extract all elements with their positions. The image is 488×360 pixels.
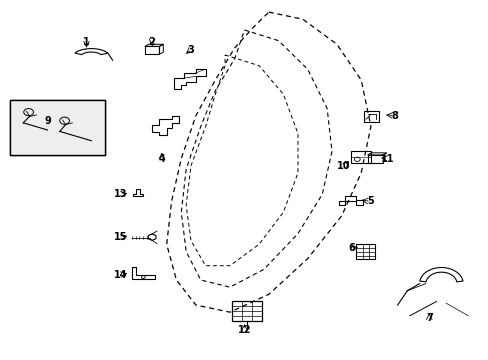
Text: 5: 5 xyxy=(367,197,373,206)
Text: 2: 2 xyxy=(148,37,155,48)
Bar xyxy=(10,100,105,155)
Text: 6: 6 xyxy=(347,243,354,253)
Text: 8: 8 xyxy=(391,111,398,121)
Text: 15: 15 xyxy=(114,232,127,242)
Text: 14: 14 xyxy=(114,270,127,280)
Text: 1: 1 xyxy=(83,37,90,48)
Text: 7: 7 xyxy=(425,312,432,323)
Bar xyxy=(144,46,159,54)
Text: 4: 4 xyxy=(158,154,165,163)
Bar xyxy=(232,301,261,321)
Text: 3: 3 xyxy=(187,45,194,55)
Bar xyxy=(363,111,378,122)
Bar xyxy=(367,155,382,163)
Bar xyxy=(351,152,370,163)
Bar xyxy=(10,100,105,155)
Bar xyxy=(10,100,105,155)
Text: 9: 9 xyxy=(44,116,51,126)
Text: 10: 10 xyxy=(337,161,350,171)
Text: 13: 13 xyxy=(114,189,127,199)
Text: 11: 11 xyxy=(381,154,394,163)
Bar xyxy=(356,244,374,259)
Text: 12: 12 xyxy=(237,325,251,335)
